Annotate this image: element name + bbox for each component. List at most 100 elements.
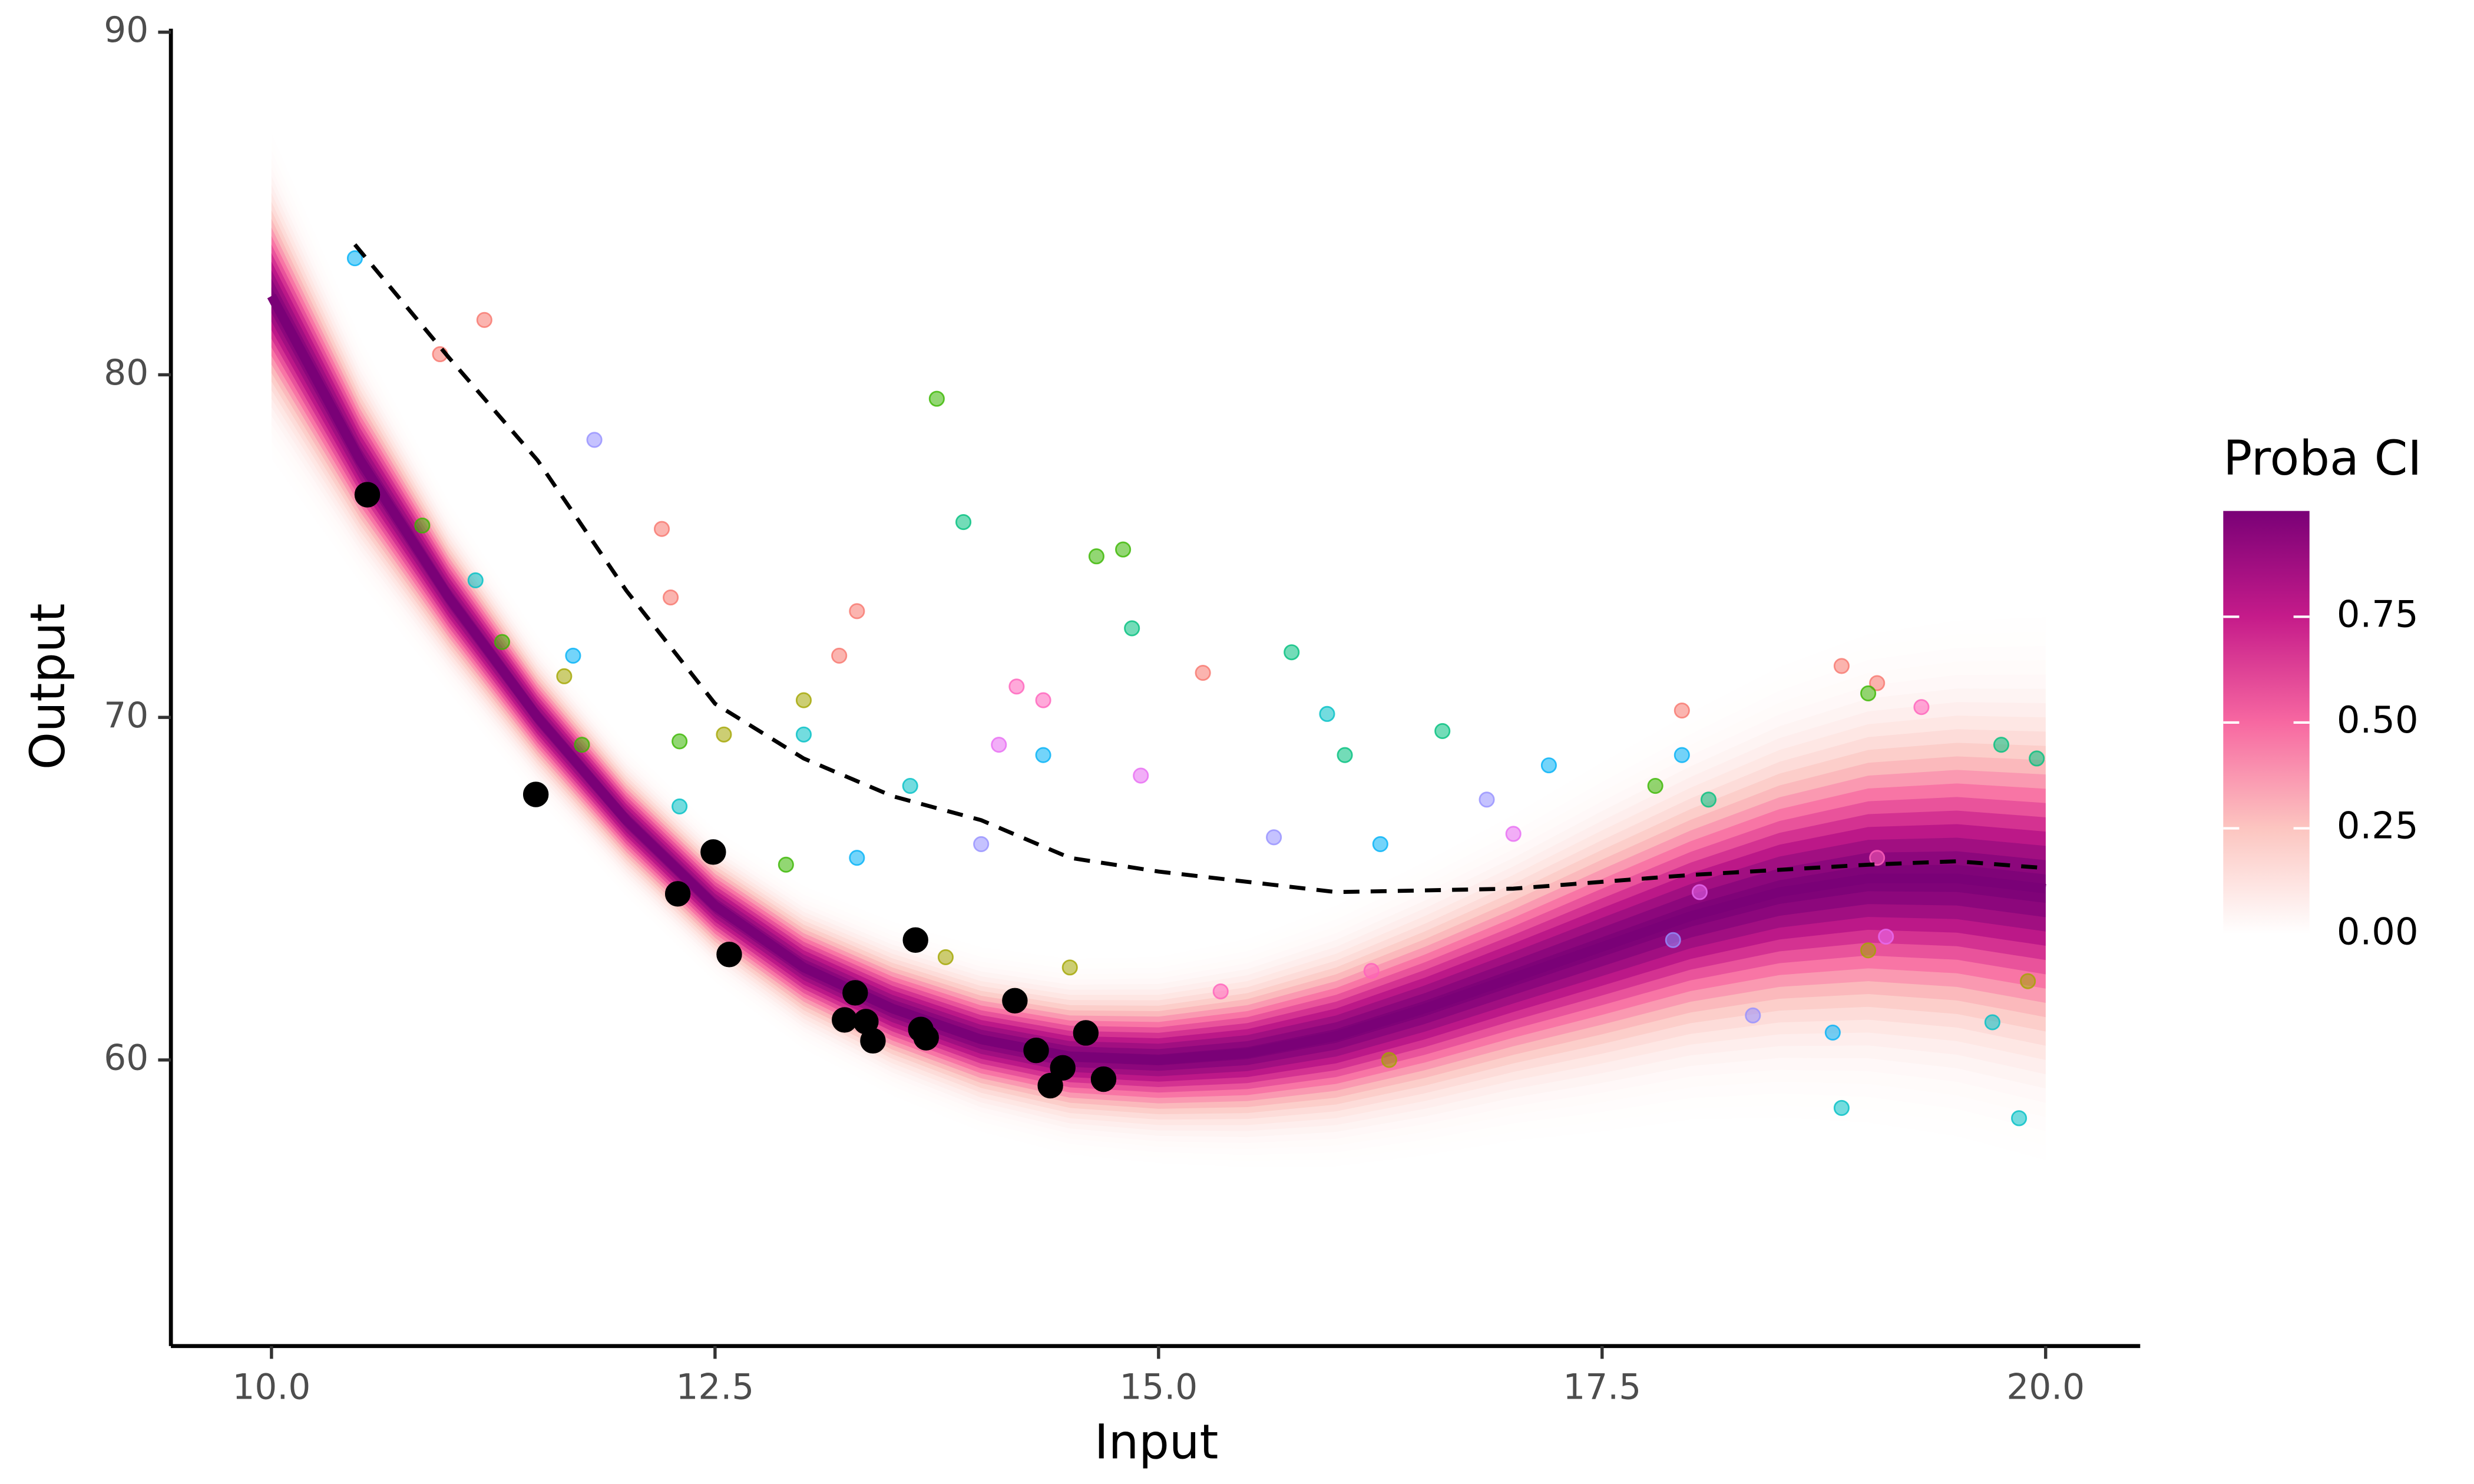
point [414, 517, 431, 534]
y-axis-title: Output [20, 604, 76, 770]
dashed-line [353, 243, 2046, 895]
point [1035, 747, 1051, 763]
point [1434, 723, 1451, 740]
point [1023, 1037, 1049, 1064]
point [1673, 702, 1690, 719]
point [1647, 777, 1663, 794]
point [902, 927, 928, 953]
point [2029, 750, 2045, 767]
point [832, 1007, 858, 1033]
point [860, 1028, 886, 1054]
point [1212, 983, 1229, 1000]
point [586, 432, 603, 448]
point [672, 733, 688, 750]
point [1337, 747, 1353, 763]
point [556, 668, 573, 684]
point [1002, 988, 1028, 1013]
point [1505, 826, 1522, 842]
point [1745, 1007, 1761, 1023]
point [991, 737, 1007, 753]
legend-title: Proba CI [2223, 430, 2422, 486]
point [565, 647, 581, 664]
point [778, 856, 794, 873]
point [494, 634, 510, 650]
point [1913, 699, 1930, 716]
ci-band-center [267, 293, 2046, 1065]
point [1479, 791, 1495, 808]
point [1869, 675, 1886, 691]
point [1878, 928, 1894, 945]
point [842, 980, 868, 1006]
point [1284, 644, 1300, 661]
point [1700, 791, 1717, 808]
point [476, 312, 492, 328]
point [672, 798, 688, 814]
point [1540, 757, 1557, 774]
point [346, 250, 363, 267]
point [1035, 692, 1051, 708]
point [716, 942, 742, 968]
point [1363, 963, 1380, 979]
point [1833, 658, 1850, 674]
point [664, 881, 691, 907]
point [973, 836, 990, 852]
point [574, 737, 590, 753]
point [1691, 884, 1708, 900]
point [1833, 1099, 1850, 1116]
point [1037, 1072, 1063, 1099]
x-tick-label: 20.0 [2006, 1367, 2085, 1408]
point [849, 850, 865, 866]
y-tick-label: 70 [104, 695, 148, 736]
plot-area [267, 90, 2046, 1231]
point [1115, 541, 1132, 558]
colorbar-tick-label: 0.00 [2337, 910, 2419, 953]
point [1195, 664, 1211, 681]
x-tick-label: 10.0 [232, 1367, 310, 1408]
point [522, 781, 549, 807]
point [1124, 620, 1140, 637]
point [1319, 705, 1335, 722]
point [1372, 836, 1388, 852]
point [928, 390, 945, 407]
point [1665, 932, 1681, 948]
point [2020, 973, 2036, 989]
x-axis-title: Input [1094, 1414, 1219, 1470]
point [1073, 1020, 1099, 1046]
point [831, 647, 848, 664]
x-tick-label: 12.5 [676, 1367, 754, 1408]
x-tick-label: 17.5 [1563, 1367, 1641, 1408]
point [1869, 850, 1886, 866]
point [1061, 959, 1078, 976]
point [1088, 548, 1104, 565]
point [1381, 1052, 1397, 1068]
point [716, 726, 732, 743]
point [795, 726, 812, 743]
point [1050, 1055, 1076, 1081]
point [1993, 737, 2010, 753]
point [1860, 942, 1877, 959]
point [1133, 767, 1149, 784]
point [937, 949, 954, 965]
point [663, 589, 679, 606]
point [795, 692, 812, 708]
point [1824, 1024, 1841, 1041]
colorbar-tick-label: 0.50 [2337, 698, 2419, 741]
colorbar-tick-label: 0.75 [2337, 592, 2419, 635]
point [902, 777, 918, 794]
point [467, 572, 484, 589]
point [1008, 678, 1025, 695]
x-tick-label: 15.0 [1119, 1367, 1198, 1408]
point [1984, 1014, 2000, 1031]
colorbar-tick-label: 0.25 [2337, 804, 2419, 847]
point [1090, 1066, 1117, 1092]
point [653, 521, 670, 537]
point [913, 1025, 939, 1051]
y-tick-label: 90 [104, 10, 148, 51]
point [955, 514, 972, 531]
y-tick-label: 60 [104, 1038, 148, 1079]
point [1673, 747, 1690, 763]
point [354, 482, 381, 508]
y-tick-label: 80 [104, 353, 148, 393]
point [1860, 685, 1877, 702]
